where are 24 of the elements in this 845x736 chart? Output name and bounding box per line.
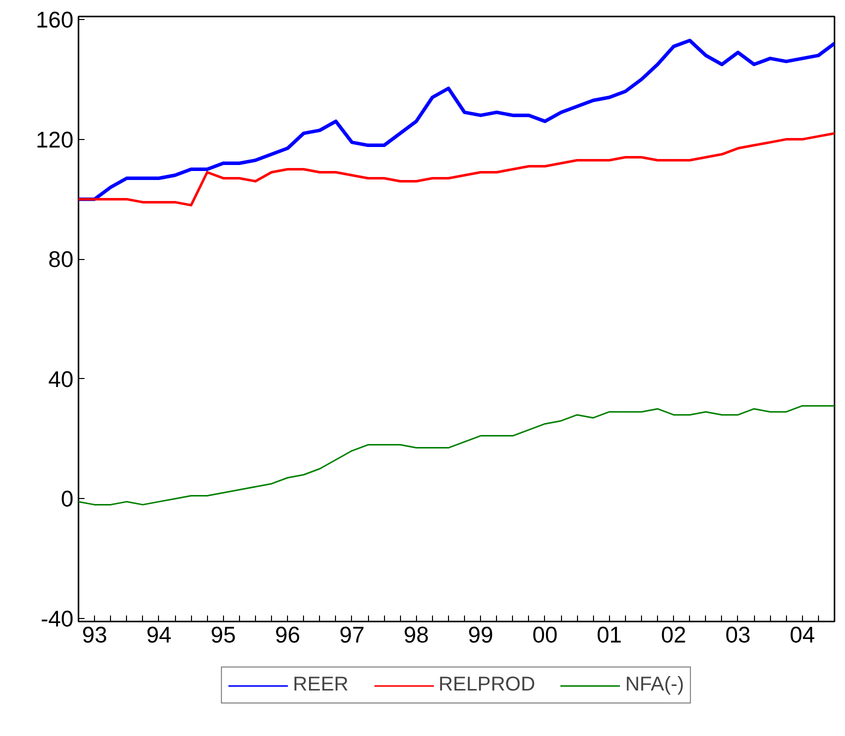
y-tick-label: 0 <box>60 486 74 512</box>
x-tick-label: 01 <box>596 622 622 648</box>
legend-label: REER <box>292 674 348 696</box>
x-tick-label: 99 <box>468 622 494 648</box>
x-tick-label: 00 <box>532 622 558 648</box>
x-tick-label: 94 <box>146 622 172 648</box>
x-tick-label: 02 <box>661 622 686 648</box>
legend-label: RELPROD <box>438 674 536 696</box>
x-tick-label: 98 <box>404 622 429 648</box>
x-tick-label: 96 <box>275 622 300 648</box>
x-tick-label: 03 <box>725 622 751 648</box>
y-tick-label: 80 <box>48 246 74 272</box>
x-tick-label: 04 <box>790 622 815 648</box>
x-tick-label: 95 <box>210 622 236 648</box>
x-tick-label: 93 <box>82 622 108 648</box>
x-tick-label: 97 <box>339 622 365 648</box>
legend-label: NFA(-) <box>625 674 684 696</box>
line-series <box>78 132 834 206</box>
y-tick-label: 160 <box>36 6 74 32</box>
y-tick-label: -40 <box>40 606 74 632</box>
line-series <box>78 405 834 506</box>
y-tick-label: 40 <box>48 366 74 392</box>
line-series <box>78 38 834 201</box>
y-tick-label: 120 <box>36 126 74 152</box>
